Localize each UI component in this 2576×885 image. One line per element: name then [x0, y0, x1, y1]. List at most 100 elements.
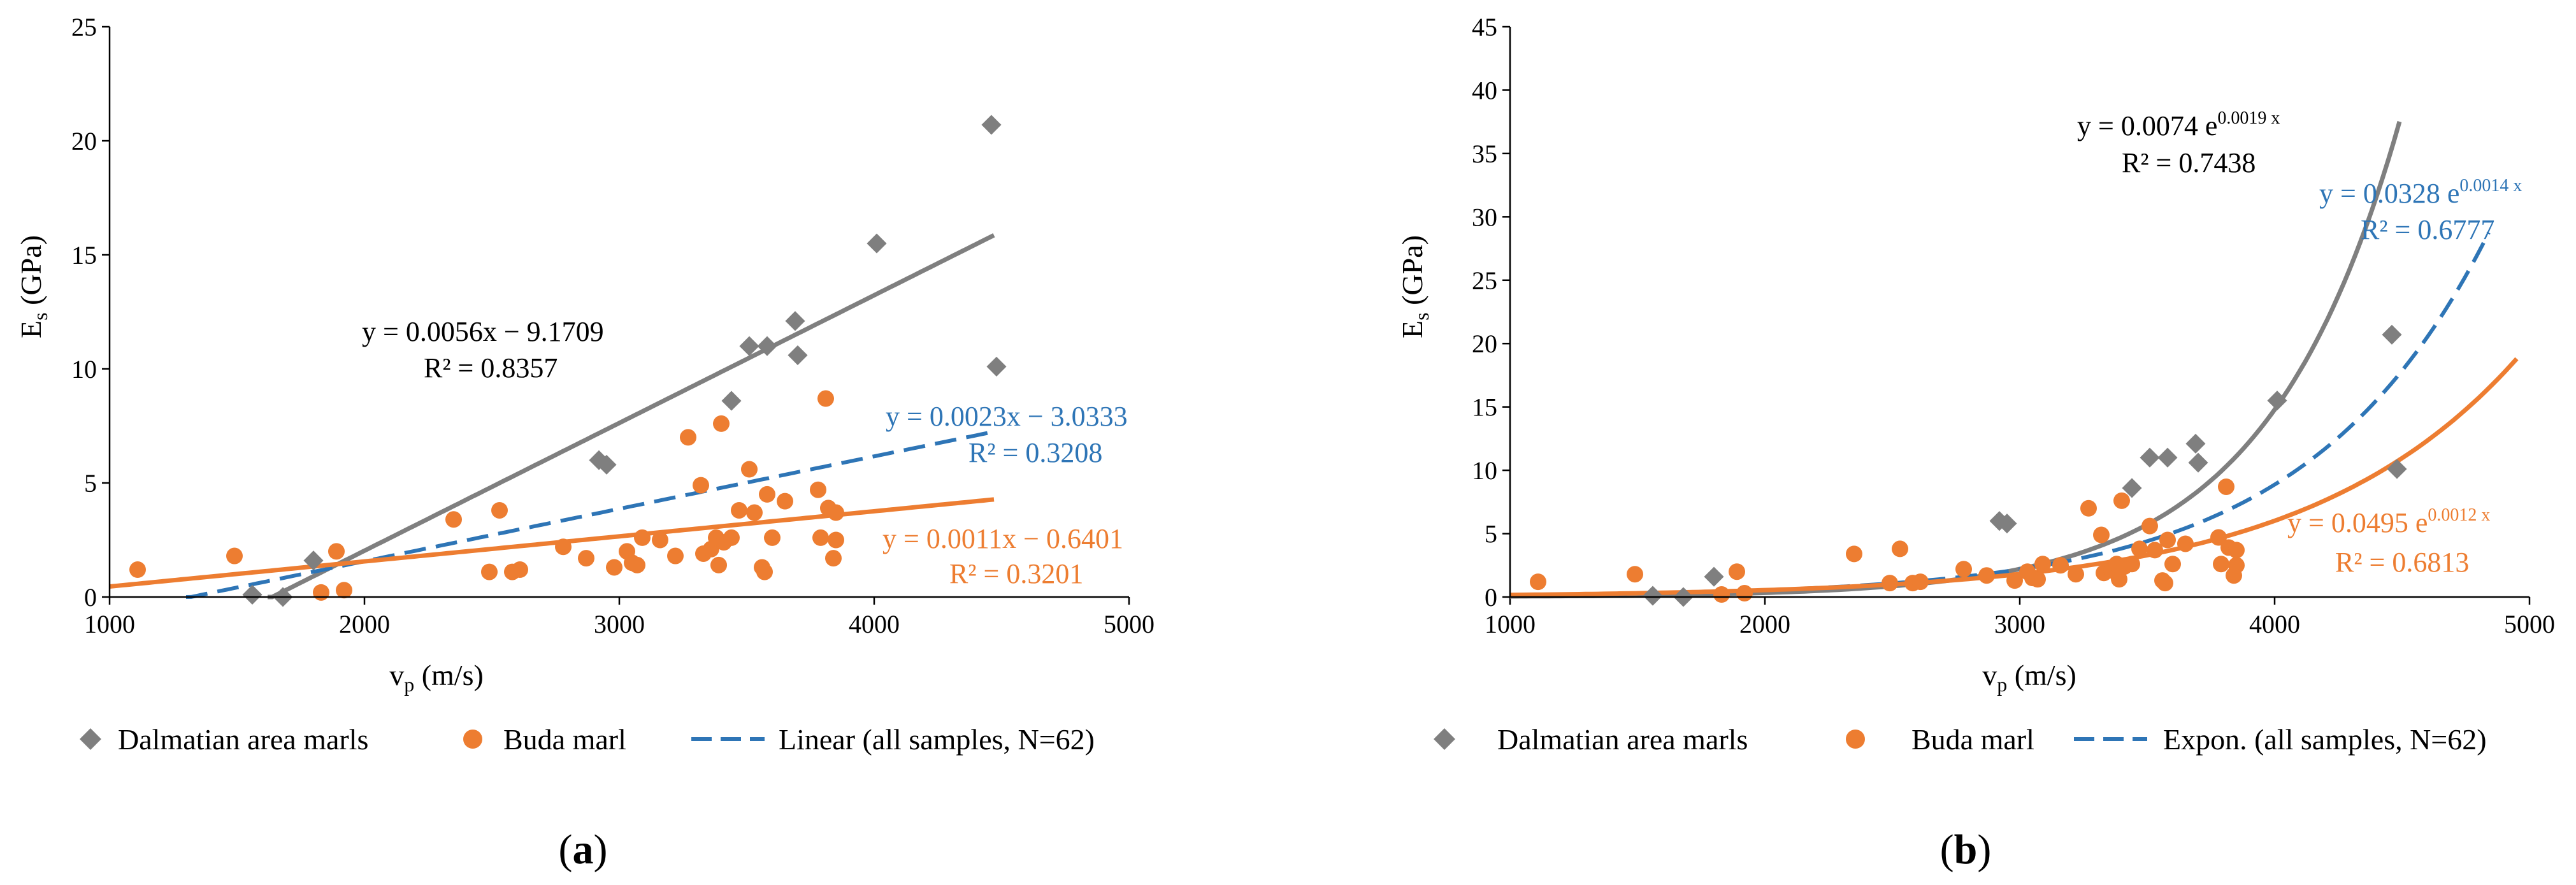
legend-label-all-a: Linear (all samples, N=62) — [779, 723, 1095, 756]
point-buda-a — [817, 390, 834, 407]
legend-a: Dalmatian area marls Buda marl Linear (a… — [80, 723, 1095, 756]
point-buda-a — [680, 429, 696, 446]
point-buda-b — [2141, 517, 2158, 535]
legend-marker-buda-a — [463, 730, 482, 749]
x-tick-label: 5000 — [1104, 610, 1155, 638]
y-tick-label: 5 — [84, 469, 97, 498]
fit-line-buda-a — [109, 497, 995, 589]
point-buda-a — [828, 531, 844, 549]
r2-buda-a: R² = 0.3201 — [949, 558, 1083, 589]
y-ticks-a: 0 5 10 15 20 25 1000 2000 3000 4000 5000 — [71, 13, 1155, 638]
point-buda-a — [812, 529, 829, 546]
point-dalmatian-a — [242, 584, 263, 605]
legend-marker-dalmatian-b — [1434, 728, 1455, 750]
point-buda-b — [1912, 573, 1929, 591]
point-buda-a — [336, 582, 352, 599]
x-axis-label-b: vp (m/s) — [1982, 659, 2076, 696]
point-buda-b — [2124, 556, 2140, 573]
y-tick-label: 30 — [1472, 203, 1497, 231]
point-buda-b — [1955, 561, 1972, 578]
y-tick-label: 15 — [1472, 393, 1497, 422]
point-buda-a — [693, 477, 709, 494]
point-dalmatian-a — [986, 356, 1007, 377]
r2-all-a: R² = 0.3208 — [968, 437, 1102, 468]
legend-label-buda-b: Buda marl — [1911, 723, 2034, 756]
eq-all-b: y = 0.0328 e0.0014 x — [2319, 176, 2522, 209]
point-buda-a — [578, 550, 594, 567]
y-tick-label: 35 — [1472, 140, 1497, 168]
point-buda-a — [756, 563, 773, 580]
point-buda-b — [2164, 556, 2181, 573]
eq-dalmatian-a: y = 0.0056x − 9.1709 — [362, 316, 604, 347]
point-buda-a — [445, 511, 462, 528]
legend-marker-dalmatian-a — [80, 728, 101, 750]
x-tick-label: 3000 — [1994, 610, 2045, 638]
data-points-a — [129, 115, 1007, 607]
point-buda-b — [1729, 563, 1745, 580]
y-tick-label: 5 — [1485, 520, 1497, 549]
point-buda-a — [652, 531, 668, 549]
point-dalmatian-a — [721, 391, 742, 411]
x-tick-label: 1000 — [1485, 610, 1536, 638]
point-buda-a — [481, 563, 498, 580]
point-dalmatian-b — [2387, 459, 2407, 479]
y-tick-label: 10 — [1472, 456, 1497, 485]
point-dalmatian-a — [596, 454, 617, 475]
r2-all-b: R² = 0.6777 — [2361, 214, 2494, 245]
point-dalmatian-b — [2188, 452, 2208, 473]
legend-label-all-b: Expon. (all samples, N=62) — [2163, 723, 2487, 756]
y-tick-label: 10 — [71, 355, 97, 384]
x-tick-label: 2000 — [1739, 610, 1790, 638]
point-buda-a — [491, 501, 508, 519]
legend-label-dalmatian-b: Dalmatian area marls — [1497, 723, 1748, 756]
r2-dalmatian-b: R² = 0.7438 — [2122, 147, 2256, 178]
r2-dalmatian-a: R² = 0.8357 — [424, 352, 558, 384]
point-buda-a — [759, 486, 775, 503]
r2-buda-b: R² = 0.6813 — [2335, 547, 2469, 578]
legend-label-dalmatian-a: Dalmatian area marls — [118, 723, 368, 756]
point-buda-a — [723, 529, 740, 546]
x-tick-label: 3000 — [594, 610, 645, 638]
point-buda-b — [2228, 542, 2245, 559]
eq-buda-a: y = 0.0011x − 0.6401 — [882, 523, 1123, 554]
eq-buda-b: y = 0.0495 e0.0012 x — [2287, 505, 2490, 538]
point-buda-a — [313, 584, 329, 601]
point-dalmatian-a — [867, 233, 887, 254]
y-ticks-b: 0 5 10 15 20 25 30 35 40 45 1000 2000 3000 4000 5000 — [1472, 13, 2555, 638]
point-buda-b — [1530, 573, 1546, 591]
eq-dalmatian-b: y = 0.0074 e0.0019 x — [2077, 108, 2280, 141]
point-buda-a — [713, 415, 730, 432]
point-buda-b — [2210, 529, 2227, 546]
point-buda-a — [825, 550, 842, 567]
point-buda-b — [2177, 535, 2194, 552]
point-buda-a — [810, 481, 826, 498]
legend-marker-buda-b — [1846, 730, 1865, 749]
point-buda-b — [2111, 571, 2127, 588]
point-buda-b — [2093, 526, 2110, 543]
point-buda-a — [634, 529, 651, 546]
point-buda-b — [2218, 478, 2234, 495]
point-dalmatian-b — [2185, 433, 2206, 454]
fit-line-all-a — [185, 429, 997, 599]
point-buda-a — [555, 538, 572, 556]
panel-label-a: (a) — [559, 826, 608, 873]
point-dalmatian-a — [303, 550, 324, 571]
y-tick-label: 15 — [71, 241, 97, 270]
point-dalmatian-a — [981, 115, 1002, 135]
point-buda-b — [1846, 545, 1862, 563]
point-buda-b — [2147, 542, 2163, 559]
point-buda-b — [1627, 566, 1643, 583]
point-buda-b — [1713, 586, 1730, 603]
panel-label-b: (b) — [1940, 826, 1992, 873]
x-tick-label: 2000 — [339, 610, 390, 638]
point-buda-b — [2113, 492, 2130, 509]
y-tick-label: 0 — [1485, 583, 1497, 612]
point-buda-a — [129, 561, 146, 579]
point-buda-a — [629, 556, 645, 573]
point-buda-a — [731, 501, 747, 519]
point-dalmatian-a — [785, 311, 805, 331]
x-tick-label: 4000 — [849, 610, 900, 638]
point-buda-a — [606, 559, 622, 576]
